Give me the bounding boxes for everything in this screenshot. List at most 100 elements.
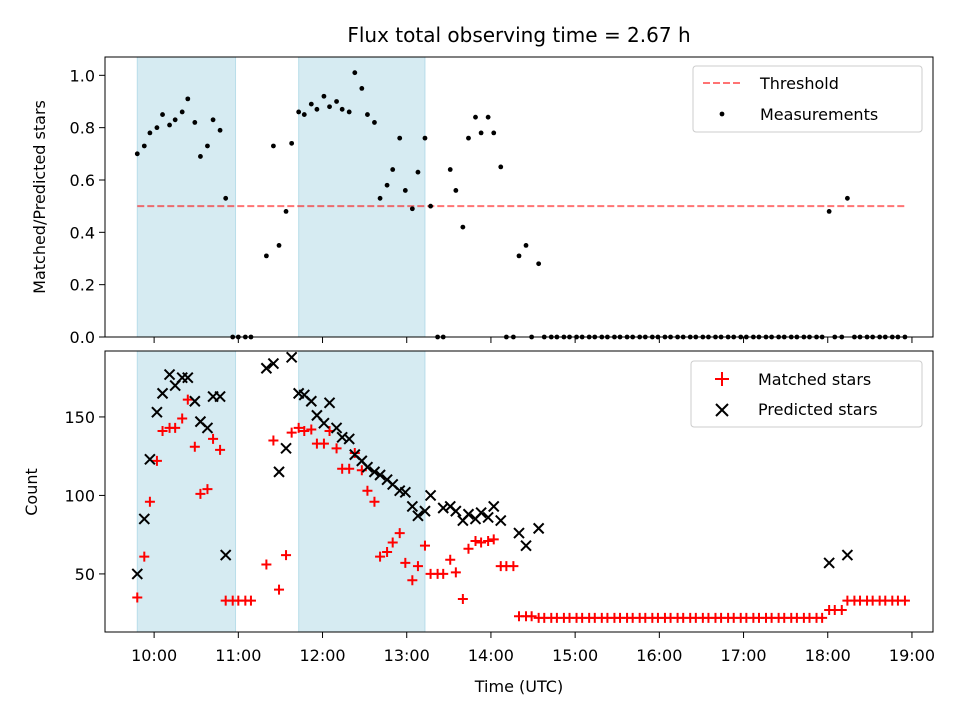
measurement-point [321,93,327,99]
matched-star-point [419,540,430,551]
predicted-star-point [374,469,386,481]
matched-star-point [293,422,304,433]
measurement-point [359,86,365,91]
measurement-point [415,169,421,175]
matched-star-point [362,485,373,496]
matched-star-point [382,546,393,557]
predicted-star-point [214,390,226,403]
predicted-star-point [318,417,330,429]
top-panel: 0.0 0.2 0.4 0.6 0.8 1.0 Matched/Predicted sta… [30,56,934,347]
predicted-star-point [406,500,419,513]
shaded-interval [136,56,237,338]
legend-predicted-label: Predicted stars [758,400,878,419]
matched-star-point [463,543,474,554]
measurement-point [185,96,191,102]
matched-star-point [407,575,418,586]
matched-star-point [170,422,181,433]
predicted-star-point [201,422,214,434]
predicted-star-point [450,505,462,517]
matched-star-point [526,611,537,622]
x-tick-label: 18:00 [805,646,851,665]
measurement-point [198,154,203,159]
legend-matched-swatch [715,372,729,386]
predicted-star-point [343,433,355,445]
predicted-star-point [330,422,343,434]
measurement-point [308,101,314,107]
top-y-axis-title: Matched/Predicted stars [30,100,49,294]
chart-title: Flux total observing time = 2.67 h [347,23,690,47]
measurement-point [205,143,210,149]
matched-star-point [245,595,256,606]
measurement-point [192,120,198,125]
matched-star-point [375,551,386,562]
bottom-y-axis-title: Count [22,468,41,516]
bottom-y-tick-label: 50 [75,565,95,584]
top-axes-frame [104,56,934,338]
measurement-point [296,109,302,115]
measurement-point [498,164,504,170]
measurement-point [154,125,160,131]
matched-star-point [182,394,193,405]
predicted-star-point [323,397,336,409]
measurement-point [147,130,153,136]
matched-star-point [400,557,411,568]
x-tick-label: 15:00 [552,646,598,665]
matched-star-point [139,551,150,562]
matched-star-point [157,426,168,437]
x-tick-label: 13:00 [384,646,430,665]
matched-star-point [457,594,468,605]
shaded-interval [136,350,237,633]
top-y-tick-label: 0.4 [70,223,95,242]
measurement-point [516,253,522,259]
predicted-star-point [260,362,273,374]
predicted-star-point [189,395,201,407]
measurement-point [384,182,390,188]
matched-star-point [195,488,206,499]
measurement-point [210,117,216,123]
predicted-star-point [131,568,143,580]
measurement-point [167,122,172,128]
bottom-legend: Matched stars Predicted stars [690,360,923,428]
measurement-point [314,106,320,112]
measurement-point [276,243,282,248]
matched-star-point [144,496,155,507]
predicted-star-point [823,557,835,569]
matched-star-point [208,433,219,444]
matched-star-point [202,484,213,495]
predicted-star-point [495,514,507,527]
top-y-tick-label: 0.6 [70,171,95,190]
predicted-star-point [424,489,437,502]
matched-star-point [412,561,423,572]
measurement-point [844,195,850,201]
x-tick-label: 19:00 [889,646,935,665]
matched-star-point [387,537,398,548]
measurement-point [523,243,529,248]
legend-measurements-swatch [719,111,725,117]
matched-star-point [438,568,449,579]
matched-star-point [261,559,272,570]
matched-star-point [268,435,279,446]
measurement-point [428,203,433,209]
measurement-point [491,130,497,136]
top-y-tick-label: 0.8 [70,119,95,138]
bottom-y-axis: 50 100 150 [64,408,105,584]
predicted-stars-series [131,351,854,580]
matched-star-point [445,554,456,565]
measurement-point [263,253,269,259]
matched-star-point [299,426,310,437]
measurement-point [346,109,352,115]
measurement-point [352,70,358,76]
legend-threshold-label: Threshold [759,74,839,93]
measurement-point [402,188,408,193]
top-legend: Threshold Measurements [692,65,923,133]
legend-measurements-label: Measurements [760,105,878,124]
legend-matched-label: Matched stars [758,370,871,389]
top-y-axis: 0.0 0.2 0.4 0.6 0.8 1.0 [70,66,105,347]
predicted-star-point [368,466,381,478]
matched-star-point [151,455,162,466]
x-tick-label: 10:00 [131,646,177,665]
predicted-star-point [151,406,163,418]
predicted-star-point [482,511,494,524]
matched-star-point [488,534,499,545]
